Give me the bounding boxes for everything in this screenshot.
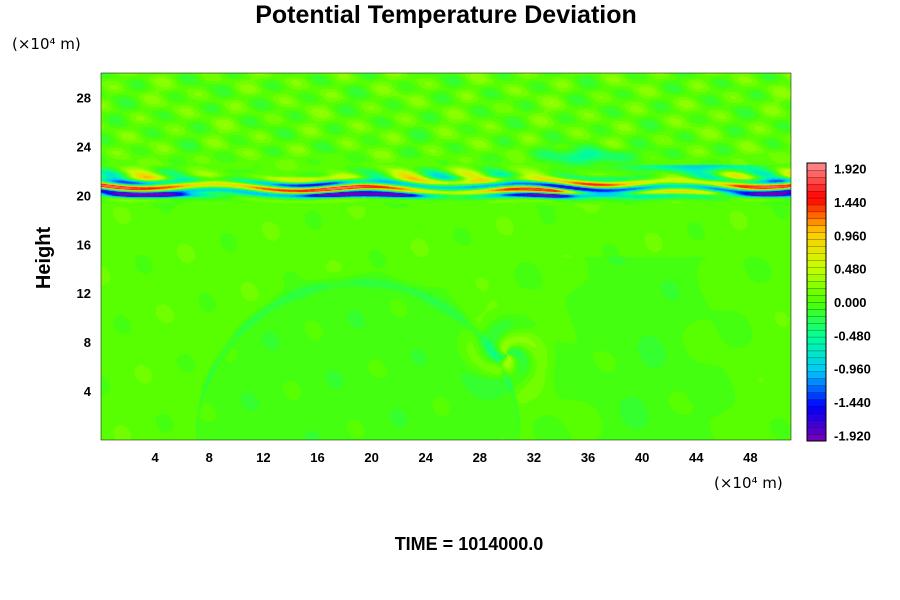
x-tick-label: 8	[206, 450, 213, 465]
colorbar-band	[806, 225, 827, 233]
x-tick-label: 40	[635, 450, 649, 465]
colorbar-band	[806, 426, 827, 435]
colorbar-band	[806, 399, 827, 407]
colorbar-band	[806, 364, 827, 372]
colorbar-tick-label: -0.480	[834, 328, 871, 343]
x-tick-label: 24	[418, 450, 433, 465]
colorbar-band	[806, 239, 827, 247]
colorbar-band	[806, 260, 827, 268]
y-axis-label: Height	[33, 227, 55, 290]
colorbar-band	[806, 343, 827, 352]
colorbar-band	[806, 385, 827, 393]
colorbar-band	[806, 211, 827, 220]
colorbar-labels: 1.920 1.440 0.960 0.480 0.000 -0.480 -0.960 -1.…	[834, 162, 871, 444]
colorbar-tick-label: 0.480	[834, 262, 867, 277]
colorbar-band	[806, 232, 827, 240]
colorbar-band	[806, 197, 827, 206]
colorbar-band	[806, 169, 827, 178]
y-tick-label: 12	[77, 286, 91, 301]
y-tick-label: 4	[84, 384, 92, 399]
colorbar-band	[806, 176, 827, 185]
x-axis-ticks: 4 8 12 16 20 24 28 32 36 40 44 48	[152, 450, 758, 465]
y-unit-label: (×10⁴ m)	[12, 35, 81, 53]
colorbar-band	[806, 267, 827, 275]
heatmap-plot-area	[100, 72, 792, 441]
y-axis-ticks: 4 8 12 16 20 24 28	[77, 90, 92, 399]
time-label: TIME = 1014000.0	[395, 534, 544, 554]
x-tick-label: 12	[256, 450, 270, 465]
colorbar-band	[806, 274, 827, 282]
chart-title: Potential Temperature Deviation	[255, 1, 637, 29]
colorbar-tick-label: -1.920	[834, 428, 871, 443]
plot-frame	[100, 72, 792, 441]
x-tick-label: 32	[527, 450, 541, 465]
y-tick-label: 28	[77, 90, 91, 105]
colorbar-tick-label: 1.440	[834, 195, 867, 210]
x-tick-label: 20	[364, 450, 378, 465]
colorbar-band	[806, 294, 827, 303]
colorbar-band	[806, 433, 827, 442]
colorbar-band	[806, 253, 827, 261]
colorbar-tick-label: -1.440	[834, 395, 871, 410]
colorbar-band	[806, 378, 827, 386]
colorbar-band	[806, 246, 827, 254]
x-unit-label: (×10⁴ m)	[714, 474, 783, 492]
x-tick-label: 48	[743, 450, 757, 465]
colorbar-band	[806, 204, 827, 213]
colorbar-band	[806, 420, 827, 428]
colorbar-band	[806, 392, 827, 400]
colorbar-band	[806, 406, 827, 414]
colorbar-band	[806, 183, 827, 192]
colorbar-band	[806, 322, 827, 331]
colorbar-tick-label: 1.920	[834, 162, 867, 177]
colorbar-band	[806, 218, 827, 226]
x-tick-label: 28	[473, 450, 487, 465]
colorbar-tick-label: -0.960	[834, 362, 871, 377]
colorbar: 1.920 1.440 0.960 0.480 0.000 -0.480 -0.960 -1.…	[806, 162, 871, 444]
heatmap-field	[101, 73, 791, 440]
x-tick-label: 44	[689, 450, 704, 465]
x-tick-label: 36	[581, 450, 595, 465]
colorbar-band	[806, 287, 827, 296]
y-tick-label: 24	[77, 139, 92, 154]
y-tick-label: 8	[84, 335, 91, 350]
colorbar-band	[806, 371, 827, 379]
colorbar-band	[806, 329, 827, 338]
x-tick-label: 4	[152, 450, 160, 465]
colorbar-band	[806, 308, 827, 317]
y-tick-label: 16	[77, 237, 91, 252]
colorbar-band	[806, 315, 827, 324]
colorbar-band	[806, 301, 827, 310]
colorbar-tick-label: 0.960	[834, 228, 867, 243]
x-tick-label: 16	[310, 450, 324, 465]
colorbar-band	[806, 281, 827, 289]
colorbar-frame	[806, 162, 827, 442]
colorbar-tick-label: 0.000	[834, 295, 867, 310]
y-tick-label: 20	[77, 188, 91, 203]
colorbar-band	[806, 336, 827, 345]
colorbar-band	[806, 162, 827, 171]
colorbar-bands	[806, 162, 827, 442]
colorbar-band	[806, 190, 827, 199]
colorbar-band	[806, 350, 827, 359]
colorbar-band	[806, 357, 827, 365]
colorbar-band	[806, 413, 827, 421]
